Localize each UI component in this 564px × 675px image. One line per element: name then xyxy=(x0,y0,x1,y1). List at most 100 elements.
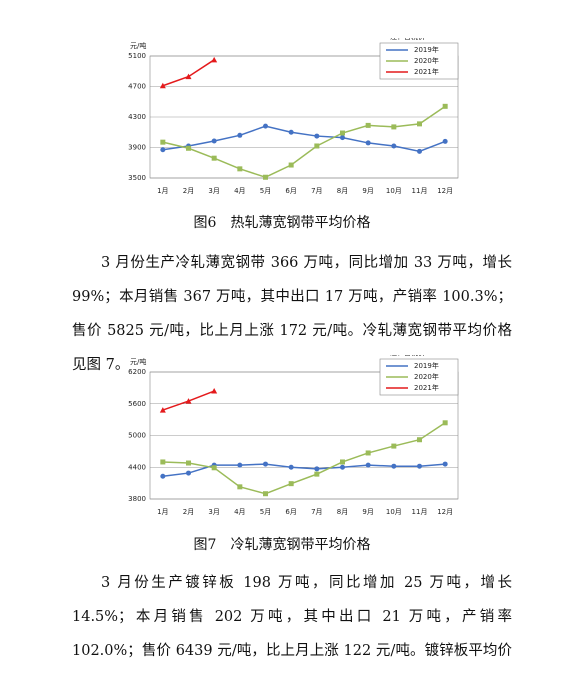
data-point xyxy=(417,463,422,469)
x-tick-label: 2月 xyxy=(183,508,194,516)
y-tick-label: 6200 xyxy=(128,368,146,376)
x-tick-label: 8月 xyxy=(337,508,348,516)
y-tick-label: 4300 xyxy=(128,113,146,121)
plot-frame xyxy=(149,55,459,179)
x-tick-label: 11月 xyxy=(412,187,428,195)
data-point xyxy=(365,462,371,468)
data-point xyxy=(340,135,345,141)
data-point xyxy=(263,461,268,467)
legend-label: 2020年 xyxy=(414,56,439,65)
data-point xyxy=(365,122,371,128)
legend-note: 注：含税价 xyxy=(390,38,425,41)
data-point xyxy=(340,130,345,136)
x-tick-label: 2月 xyxy=(183,187,194,195)
data-point xyxy=(340,459,345,465)
x-tick-label: 5月 xyxy=(260,187,271,195)
x-tick-label: 7月 xyxy=(311,508,322,516)
y-unit: 元/吨 xyxy=(130,41,146,50)
data-point xyxy=(391,124,397,130)
legend-label: 2019年 xyxy=(414,45,439,54)
data-point xyxy=(365,450,371,456)
data-point xyxy=(211,465,217,471)
data-point xyxy=(365,140,371,146)
series-line xyxy=(162,105,446,179)
figure-caption: 图7 冷轧薄宽钢带平均价格 xyxy=(193,537,371,553)
y-tick-label: 4400 xyxy=(128,463,146,471)
data-point xyxy=(417,148,422,154)
x-tick-label: 7月 xyxy=(311,187,322,195)
legend-label: 2019年 xyxy=(414,361,439,370)
x-tick-label: 1月 xyxy=(157,508,168,516)
data-point xyxy=(237,484,243,490)
data-point xyxy=(185,398,192,404)
data-point xyxy=(442,461,448,467)
data-point xyxy=(160,139,166,145)
data-point xyxy=(442,138,448,144)
x-tick-label: 4月 xyxy=(234,508,245,516)
x-tick-label: 4月 xyxy=(234,187,245,195)
data-point xyxy=(211,388,218,394)
data-point xyxy=(340,464,345,470)
y-tick-label: 3800 xyxy=(128,495,146,503)
x-tick-label: 12月 xyxy=(437,508,453,516)
data-point xyxy=(314,143,320,149)
data-point xyxy=(160,459,166,465)
legend-note: 注：含税价 xyxy=(390,355,425,357)
x-tick-label: 10月 xyxy=(386,187,402,195)
x-tick-label: 3月 xyxy=(208,187,219,195)
data-point xyxy=(237,166,243,172)
data-point xyxy=(288,464,294,470)
paragraph: 3 月份生产冷轧薄宽钢带 366 万吨，同比增加 33 万吨，增长 99%；本月… xyxy=(72,255,512,373)
data-point xyxy=(160,473,166,479)
data-point xyxy=(442,103,448,109)
x-tick-label: 11月 xyxy=(412,508,428,516)
data-point xyxy=(391,463,397,469)
data-point xyxy=(314,133,320,139)
legend-label: 2021年 xyxy=(414,67,439,76)
x-tick-label: 12月 xyxy=(437,187,453,195)
data-point xyxy=(314,471,320,477)
legend-label: 2020年 xyxy=(414,372,439,381)
figure-caption: 图6 热轧薄宽钢带平均价格 xyxy=(193,215,371,231)
data-point xyxy=(263,174,268,180)
y-tick-label: 5100 xyxy=(128,52,146,60)
data-point xyxy=(186,470,191,476)
chart: 元/吨 3500 3900 4300 4700 5100 1月 2月 3月 4月 5月 6月 7月 8月 9… xyxy=(128,38,459,195)
data-point xyxy=(211,155,217,161)
data-point xyxy=(186,145,191,151)
data-point xyxy=(288,162,294,168)
data-point xyxy=(186,460,191,466)
x-tick-label: 5月 xyxy=(260,508,271,516)
data-point xyxy=(237,462,243,468)
data-point xyxy=(263,123,268,129)
x-tick-label: 9月 xyxy=(362,508,373,516)
data-point xyxy=(288,129,294,135)
data-point xyxy=(391,143,397,149)
x-tick-label: 1月 xyxy=(157,187,168,195)
data-point xyxy=(391,443,397,449)
x-tick-label: 10月 xyxy=(386,508,402,516)
data-point xyxy=(417,437,422,443)
y-tick-label: 4700 xyxy=(128,83,146,91)
data-point xyxy=(185,73,192,80)
series-line xyxy=(162,422,446,495)
y-tick-label: 5600 xyxy=(128,400,146,408)
x-tick-label: 9月 xyxy=(362,187,373,195)
data-point xyxy=(160,147,166,153)
paragraph: 3 月份生产镀锌板 198 万吨，同比增加 25 万吨，增长 14.5%；本月销… xyxy=(72,575,512,659)
data-point xyxy=(237,132,243,138)
y-unit: 元/吨 xyxy=(130,357,146,366)
data-point xyxy=(159,407,166,413)
data-point xyxy=(159,82,166,89)
x-tick-label: 6月 xyxy=(285,187,296,195)
y-tick-label: 3900 xyxy=(128,144,146,152)
chart: 元/吨 3800 4400 5000 5600 6200 1月 2月 3月 4月 5月 6月 7月 8月 9… xyxy=(128,355,459,516)
y-tick-label: 3500 xyxy=(128,174,146,182)
series-line xyxy=(162,59,215,87)
series-line xyxy=(162,125,446,153)
data-point xyxy=(314,466,320,472)
plot-frame xyxy=(149,371,459,500)
x-tick-label: 6月 xyxy=(285,508,296,516)
data-point xyxy=(211,138,217,144)
